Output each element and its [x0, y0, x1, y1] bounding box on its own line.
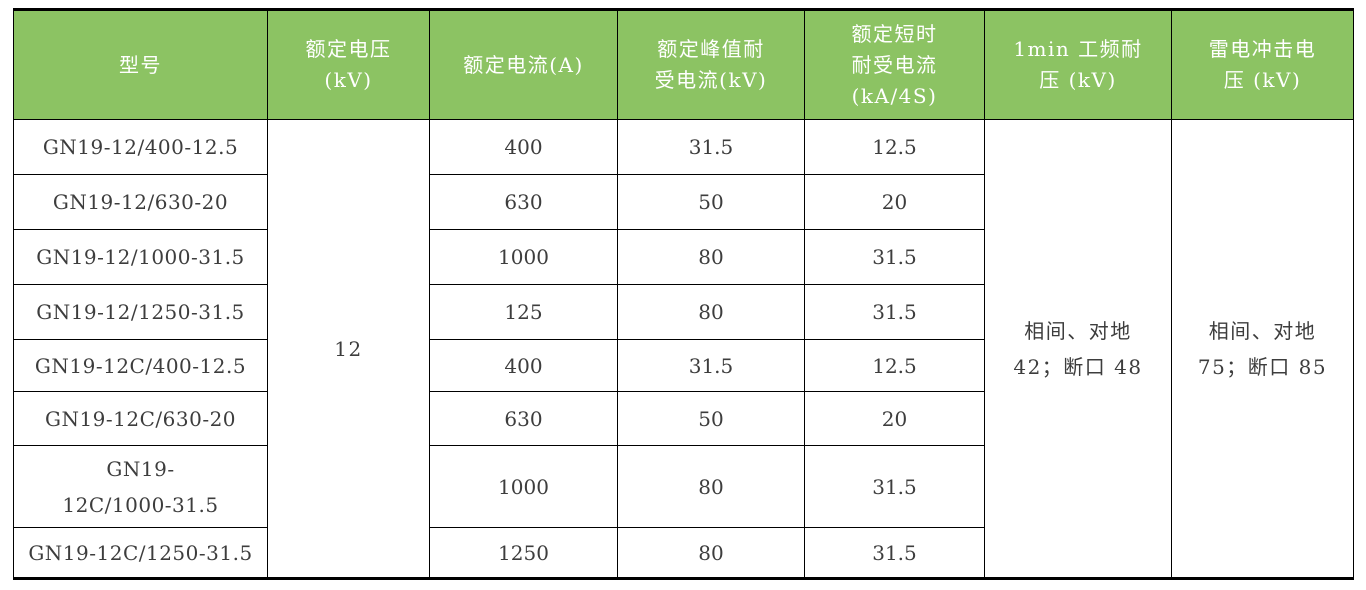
header-rated-voltage: 额定电压 (kV): [267, 9, 430, 120]
rated-current-cell: 630: [429, 391, 618, 446]
short-time-withstand-cell: 31.5: [804, 445, 985, 528]
model-cell: GN19-12/1000-31.5: [13, 229, 268, 285]
peak-withstand-cell: 31.5: [617, 119, 805, 175]
peak-withstand-cell: 80: [617, 229, 805, 285]
rated-current-cell: 400: [429, 339, 618, 392]
short-time-withstand-cell: 31.5: [804, 527, 985, 579]
rated-current-cell: 1000: [429, 445, 618, 528]
model-cell: GN19-12/1250-31.5: [13, 284, 268, 340]
header-model: 型号: [13, 9, 268, 120]
model-cell: GN19-12/630-20: [13, 174, 268, 230]
rated-current-cell: 1000: [429, 229, 618, 285]
peak-withstand-cell: 50: [617, 174, 805, 230]
header-power-frequency-withstand-voltage: 1min 工频耐 压 (kV): [984, 9, 1172, 120]
header-rated-current: 额定电流(A): [429, 9, 618, 120]
model-cell: GN19-12C/400-12.5: [13, 339, 268, 392]
header-short-time-withstand-current: 额定短时 耐受电流 (kA/4S): [804, 9, 985, 120]
rated-current-cell: 125: [429, 284, 618, 340]
short-time-withstand-cell: 12.5: [804, 339, 985, 392]
header-peak-withstand-current: 额定峰值耐 受电流(kV): [617, 9, 805, 120]
table-row: GN19-12C/630-20 630 50 20: [13, 391, 1354, 446]
short-time-withstand-cell: 20: [804, 391, 985, 446]
model-cell: GN19-12C/630-20: [13, 391, 268, 446]
peak-withstand-cell: 80: [617, 445, 805, 528]
short-time-withstand-cell: 31.5: [804, 229, 985, 285]
header-lightning-impulse-voltage: 雷电冲击电 压 (kV): [1171, 9, 1354, 120]
model-cell: GN19-12/400-12.5: [13, 119, 268, 175]
rated-current-cell: 400: [429, 119, 618, 175]
table-row: GN19-12C/1250-31.5 1250 80 31.5: [13, 527, 1354, 579]
peak-withstand-cell: 31.5: [617, 339, 805, 392]
peak-withstand-cell: 80: [617, 284, 805, 340]
short-time-withstand-cell: 12.5: [804, 119, 985, 175]
short-time-withstand-cell: 20: [804, 174, 985, 230]
lightning-impulse-merged-cell: 相间、对地 75；断口 85: [1171, 119, 1354, 579]
rated-current-cell: 630: [429, 174, 618, 230]
peak-withstand-cell: 50: [617, 391, 805, 446]
power-frequency-merged-cell: 相间、对地 42；断口 48: [984, 119, 1172, 579]
peak-withstand-cell: 80: [617, 527, 805, 579]
table-row: GN19-12/400-12.5 12 400 31.5 12.5 相间、对地 …: [13, 119, 1354, 579]
rated-current-cell: 1250: [429, 527, 618, 579]
model-cell: GN19- 12C/1000-31.5: [13, 445, 268, 528]
table-row: GN19-12/1000-31.5 1000 80 31.5: [13, 229, 1354, 285]
rated-voltage-merged-cell: 12: [267, 119, 430, 579]
table-row: GN19- 12C/1000-31.5 1000 80 31.5: [13, 445, 1354, 528]
model-cell: GN19-12C/1250-31.5: [13, 527, 268, 579]
table-row: GN19-12/1250-31.5 125 80 31.5: [13, 284, 1354, 340]
short-time-withstand-cell: 31.5: [804, 284, 985, 340]
table-row: GN19-12/630-20 630 50 20: [13, 174, 1354, 230]
header-row: 型号 额定电压 (kV) 额定电流(A) 额定峰值耐 受电流(kV) 额定短时 …: [13, 9, 1354, 120]
switch-spec-table: 型号 额定电压 (kV) 额定电流(A) 额定峰值耐 受电流(kV) 额定短时 …: [13, 8, 1354, 580]
